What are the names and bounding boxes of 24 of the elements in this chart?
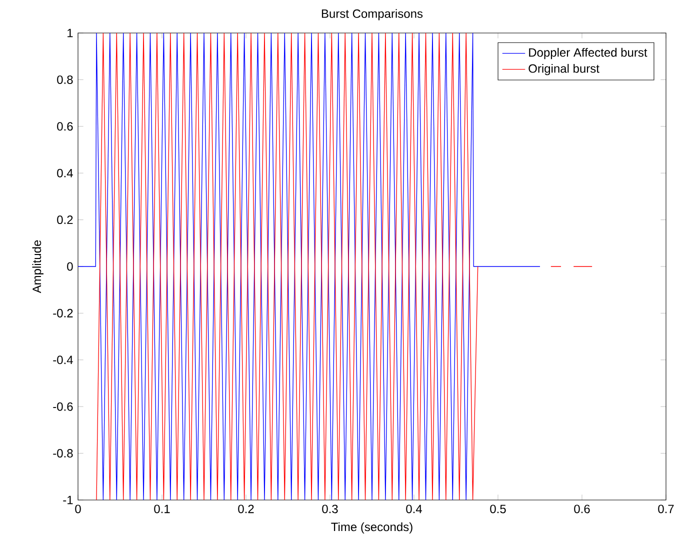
x-tick-label: 0.1 (154, 504, 170, 514)
chart-title: Burst Comparisons (322, 9, 423, 20)
y-tick-label: -1 (63, 496, 73, 504)
y-tick-label: 1 (68, 28, 73, 38)
y-tick-label: 0.2 (57, 216, 73, 224)
y-axis-title: Amplitude (32, 240, 44, 294)
y-tick-label: -0.2 (53, 308, 73, 318)
x-tick-label: 0.2 (238, 504, 254, 514)
legend-label: Original burst (528, 64, 600, 76)
y-tick-label: 0.4 (57, 168, 73, 178)
x-tick-label: 0.7 (658, 504, 674, 514)
y-tick-label: 0 (67, 262, 73, 271)
y-tick-label: -0.6 (53, 402, 73, 411)
x-tick-label: 0.5 (490, 504, 506, 514)
y-tick-label: -0.4 (53, 356, 73, 364)
legend-label: Doppler Affected burst (529, 48, 648, 60)
x-tick-label: 0.3 (322, 504, 338, 514)
y-tick-label: 0.8 (57, 75, 73, 84)
x-tick-label: 0.4 (406, 504, 422, 514)
y-tick-label: 0.6 (57, 122, 73, 131)
x-tick-label: 0 (75, 504, 81, 514)
x-axis-title: Time (seconds) (331, 522, 412, 534)
x-tick-label: 0.6 (574, 504, 590, 514)
y-tick-label: -0.8 (53, 449, 73, 458)
